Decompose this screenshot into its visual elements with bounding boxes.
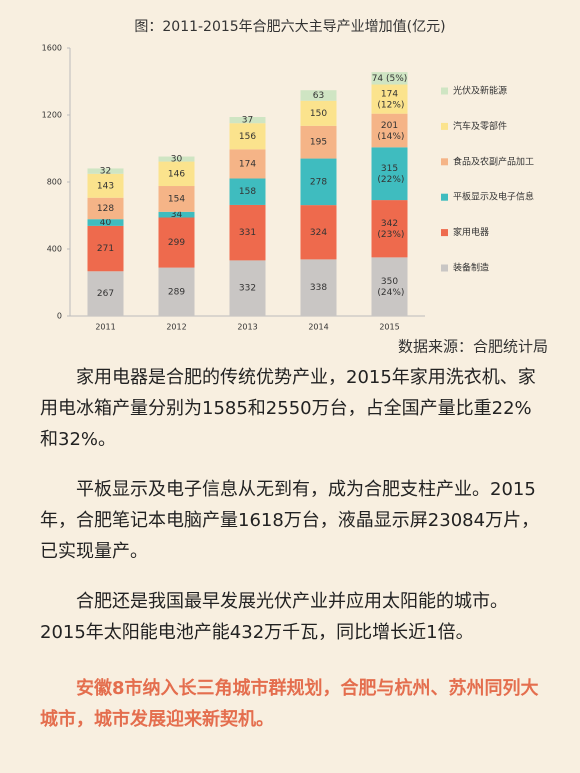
chart: 图：2011-2015年合肥六大主导产业增加值(亿元) 数据来源：合肥统计局 0…: [42, 19, 548, 356]
bar-segment: [300, 90, 337, 101]
bar-segment: [229, 117, 266, 124]
data-label: 63: [313, 91, 324, 101]
data-label: 278: [310, 177, 327, 187]
x-tick-label: 2014: [308, 323, 328, 332]
data-label: 299: [168, 238, 185, 248]
data-label: 146: [168, 169, 185, 179]
legend-label: 家用电器: [453, 226, 489, 238]
data-label: 174: [239, 159, 256, 169]
data-label: 154: [168, 194, 185, 204]
bar-segment: [371, 200, 408, 258]
legend-swatch: [441, 229, 448, 237]
x-tick-label: 2013: [237, 323, 257, 332]
data-label: 289: [168, 287, 185, 297]
bar-segment: [229, 178, 266, 205]
article: 家用电器是合肥的传统优势产业，2015年家用洗衣机、家用电冰箱产量分别为1585…: [0, 362, 580, 735]
bar-segment: [371, 147, 408, 201]
y-tick-label: 1200: [42, 111, 62, 120]
legend-swatch: [441, 158, 448, 166]
bar-segment: [87, 225, 124, 272]
data-label: 40: [100, 218, 112, 228]
data-label: 156: [239, 132, 256, 142]
legend-label: 汽车及零部件: [453, 120, 507, 132]
paragraph: 合肥还是我国最早发展光伏产业并应用太阳能的城市。2015年太阳能电池产能432万…: [40, 591, 508, 643]
data-label: 315 (22%): [375, 164, 405, 185]
bar-segment: [158, 156, 195, 162]
data-label: 342 (23%): [375, 219, 405, 240]
paragraph: 家用电器是合肥的传统优势产业，2015年家用洗衣机、家用电冰箱产量分别为1585…: [40, 367, 536, 450]
bar-segment: [371, 72, 408, 85]
bar-segment: [300, 259, 337, 316]
bar-segment: [158, 186, 195, 212]
legend-swatch: [441, 87, 448, 95]
data-label: 150: [310, 109, 327, 119]
data-label: 332: [239, 284, 256, 294]
y-tick-label: 0: [57, 312, 62, 321]
data-label: 128: [97, 204, 114, 214]
x-tick-label: 2012: [166, 323, 186, 332]
bar-segment: [371, 84, 408, 114]
data-label: 34: [171, 210, 183, 220]
bar-segment: [229, 123, 266, 150]
data-label: 201 (14%): [375, 120, 405, 141]
legend-swatch: [441, 264, 448, 272]
paragraph: 平板显示及电子信息从无到有，成为合肥支柱产业。2015年，合肥笔记本电脑产量16…: [40, 479, 540, 562]
bar-segment: [87, 197, 124, 220]
bar-segment: [300, 158, 337, 206]
bar-segment: [229, 204, 266, 261]
bar-segment: [87, 219, 124, 226]
bar-segment: [87, 168, 124, 174]
y-tick-label: 1600: [42, 44, 62, 53]
bar-segment: [300, 100, 337, 126]
data-label: 267: [97, 289, 114, 299]
legend-label: 食品及农副产品加工: [453, 155, 534, 167]
x-tick-label: 2015: [379, 323, 399, 332]
bar-segment: [371, 113, 408, 148]
bar-segment: [158, 211, 195, 218]
data-label: 331: [239, 228, 256, 238]
bar-segment: [300, 125, 337, 159]
data-label: 37: [242, 116, 253, 126]
bar-segment: [229, 260, 266, 316]
bar-segment: [87, 173, 124, 198]
data-label: 350 (24%): [375, 277, 405, 298]
bar-segment: [229, 149, 266, 179]
bar-segment: [158, 217, 195, 268]
bar-segment: [158, 267, 195, 316]
data-label: 158: [239, 187, 256, 197]
data-label: 174 (12%): [375, 89, 405, 110]
data-label: 74 (5%): [372, 74, 408, 84]
data-label: 30: [171, 155, 183, 165]
data-label: 271: [97, 244, 114, 254]
bar-segment: [300, 205, 337, 260]
legend-label: 平板显示及电子信息: [453, 191, 534, 203]
y-tick-label: 800: [47, 178, 62, 187]
legend-swatch: [441, 193, 448, 201]
highlight-paragraph: 安徽8市纳入长三角城市群规划，合肥与杭州、苏州同列大城市，城市发展迎来新契机。: [40, 678, 539, 730]
x-tick-label: 2011: [95, 323, 115, 332]
bar-segment: [158, 161, 195, 187]
data-label: 324: [310, 228, 327, 238]
source: 数据来源：合肥统计局: [398, 338, 548, 356]
data-label: 32: [100, 167, 111, 177]
legend-swatch: [441, 122, 448, 130]
legend-label: 光伏及新能源: [453, 85, 507, 97]
data-label: 143: [97, 181, 114, 191]
y-tick-label: 400: [47, 245, 62, 254]
bar-segment: [371, 257, 408, 316]
data-label: 195: [310, 138, 327, 148]
data-label: 338: [310, 283, 327, 293]
bar-segment: [87, 271, 124, 316]
chart-title: 图：2011-2015年合肥六大主导产业增加值(亿元): [134, 19, 445, 35]
legend-label: 装备制造: [453, 262, 489, 274]
